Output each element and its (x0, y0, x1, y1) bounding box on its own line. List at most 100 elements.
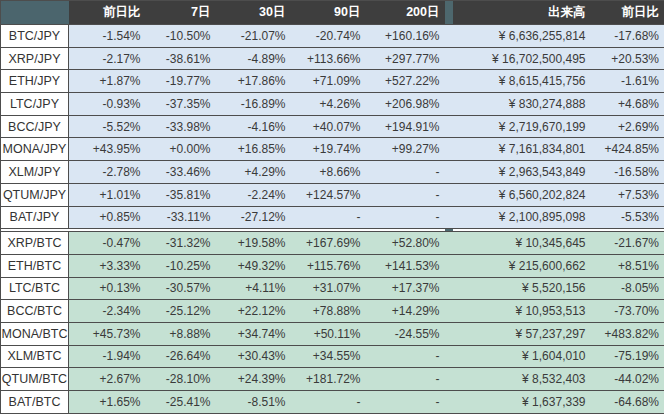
cell-d90: +71.09% (291, 70, 366, 93)
table-row: BAT/JPY+0.85%-33.11%-27.12%--¥ 2,100,895… (1, 206, 664, 229)
table-row: QTUM/JPY+1.01%-35.81%-2.24%+124.57%-¥ 6,… (1, 183, 664, 206)
col-header-200d: 200日 (366, 1, 445, 25)
cell-volume-change-1d: -1.61% (591, 70, 664, 93)
cell-volume-change-1d: -5.53% (591, 206, 664, 229)
pair-label: MONA/BTC (1, 322, 69, 345)
cell-d30: -27.12% (216, 206, 291, 229)
cell-volume: ¥ 10,953,513 (453, 300, 591, 323)
cell-change-1d: +0.85% (69, 206, 146, 229)
cell-d7: -33.46% (146, 161, 216, 184)
cell-d200: - (366, 345, 445, 368)
cell-d7: -25.12% (146, 300, 216, 323)
col-header-change-1d: 前日比 (69, 1, 146, 25)
section-divider-column (445, 161, 453, 184)
cell-d200: +194.91% (366, 115, 445, 138)
cell-volume-change-1d: -17.68% (591, 25, 664, 48)
cell-volume: ¥ 10,345,645 (453, 232, 591, 255)
col-header-30d: 30日 (216, 1, 291, 25)
cell-volume: ¥ 16,702,500,495 (453, 47, 591, 70)
col-header-volume-change-1d: 前日比 (591, 1, 664, 25)
pair-label: BAT/JPY (1, 206, 69, 229)
cell-d30: +4.11% (216, 277, 291, 300)
cell-d90: +8.66% (291, 161, 366, 184)
col-header-volume: 出来高 (453, 1, 591, 25)
cell-d30: -16.89% (216, 93, 291, 116)
table-body: BTC/JPY-1.54%-10.50%-21.07%-20.74%+160.1… (1, 25, 664, 414)
pair-label: BTC/JPY (1, 25, 69, 48)
cell-d90: +124.57% (291, 183, 366, 206)
table-row: BCC/JPY-5.52%-33.98%-4.16%+40.07%+194.91… (1, 115, 664, 138)
cell-volume: ¥ 2,100,895,098 (453, 206, 591, 229)
cell-d30: +17.86% (216, 70, 291, 93)
table-row: MONA/BTC+45.73%+8.88%+34.74%+50.11%-24.5… (1, 322, 664, 345)
section-divider-column (445, 1, 453, 25)
cell-volume-change-1d: -73.70% (591, 300, 664, 323)
cell-d200: +206.98% (366, 93, 445, 116)
cell-d90: +31.07% (291, 277, 366, 300)
pair-label: XRP/JPY (1, 47, 69, 70)
cell-change-1d: -2.78% (69, 161, 146, 184)
table-row: BCC/BTC-2.34%-25.12%+22.12%+78.88%+14.29… (1, 300, 664, 323)
section-divider-column (445, 115, 453, 138)
cell-volume-change-1d: -16.58% (591, 161, 664, 184)
header-row: 前日比 7日 30日 90日 200日 出来高 前日比 (1, 1, 664, 25)
cell-d200: +14.29% (366, 300, 445, 323)
section-divider-column (445, 93, 453, 116)
cell-d90: +115.76% (291, 254, 366, 277)
cell-volume: ¥ 8,532,403 (453, 368, 591, 391)
cell-volume-change-1d: -44.02% (591, 368, 664, 391)
section-divider-column (445, 254, 453, 277)
pair-label: XLM/JPY (1, 161, 69, 184)
table-row: QTUM/BTC+2.67%-28.10%+24.39%+181.72%-¥ 8… (1, 368, 664, 391)
section-divider-column (445, 47, 453, 70)
cell-volume: ¥ 5,520,156 (453, 277, 591, 300)
col-header-7d: 7日 (146, 1, 216, 25)
section-divider-column (445, 206, 453, 229)
cell-change-1d: +0.13% (69, 277, 146, 300)
cell-change-1d: -1.54% (69, 25, 146, 48)
table-row: ETH/JPY+1.87%-19.77%+17.86%+71.09%+527.2… (1, 70, 664, 93)
section-divider-column (445, 183, 453, 206)
cell-d30: -2.24% (216, 183, 291, 206)
table-row: BTC/JPY-1.54%-10.50%-21.07%-20.74%+160.1… (1, 25, 664, 48)
table-row: XRP/BTC-0.47%-31.32%+19.58%+167.69%+52.8… (1, 232, 664, 255)
cell-d90: +40.07% (291, 115, 366, 138)
cell-d7: -28.10% (146, 368, 216, 391)
cell-change-1d: +1.87% (69, 70, 146, 93)
col-header-90d: 90日 (291, 1, 366, 25)
cell-d30: +34.74% (216, 322, 291, 345)
cell-volume: ¥ 2,963,543,849 (453, 161, 591, 184)
cell-d200: -24.55% (366, 322, 445, 345)
cell-volume-change-1d: -21.67% (591, 232, 664, 255)
cell-d30: +19.58% (216, 232, 291, 255)
cell-volume-change-1d: +2.69% (591, 115, 664, 138)
cell-d7: -10.50% (146, 25, 216, 48)
cell-volume: ¥ 1,637,339 (453, 391, 591, 414)
cell-d7: -33.98% (146, 115, 216, 138)
table-row: XRP/JPY-2.17%-38.61%-4.89%+113.66%+297.7… (1, 47, 664, 70)
cell-d200: +141.53% (366, 254, 445, 277)
cell-d30: -4.89% (216, 47, 291, 70)
cell-d90: +181.72% (291, 368, 366, 391)
cell-volume-change-1d: -75.19% (591, 345, 664, 368)
cell-d7: +0.00% (146, 138, 216, 161)
cell-d7: -26.64% (146, 345, 216, 368)
cell-volume: ¥ 215,600,662 (453, 254, 591, 277)
cell-d30: +4.29% (216, 161, 291, 184)
cell-d90: -20.74% (291, 25, 366, 48)
table-row: LTC/JPY-0.93%-37.35%-16.89%+4.26%+206.98… (1, 93, 664, 116)
cell-volume: ¥ 6,636,255,814 (453, 25, 591, 48)
cell-volume: ¥ 57,237,297 (453, 322, 591, 345)
pair-label: BCC/BTC (1, 300, 69, 323)
cell-d90: +19.74% (291, 138, 366, 161)
table-row: ETH/BTC+3.33%-10.25%+49.32%+115.76%+141.… (1, 254, 664, 277)
cell-d30: +24.39% (216, 368, 291, 391)
pair-label: QTUM/BTC (1, 368, 69, 391)
cell-d7: -35.81% (146, 183, 216, 206)
cell-volume-change-1d: +7.53% (591, 183, 664, 206)
section-divider-column (445, 345, 453, 368)
cell-d30: +49.32% (216, 254, 291, 277)
cell-d90: - (291, 391, 366, 414)
cell-d90: +4.26% (291, 93, 366, 116)
cell-d30: +30.43% (216, 345, 291, 368)
